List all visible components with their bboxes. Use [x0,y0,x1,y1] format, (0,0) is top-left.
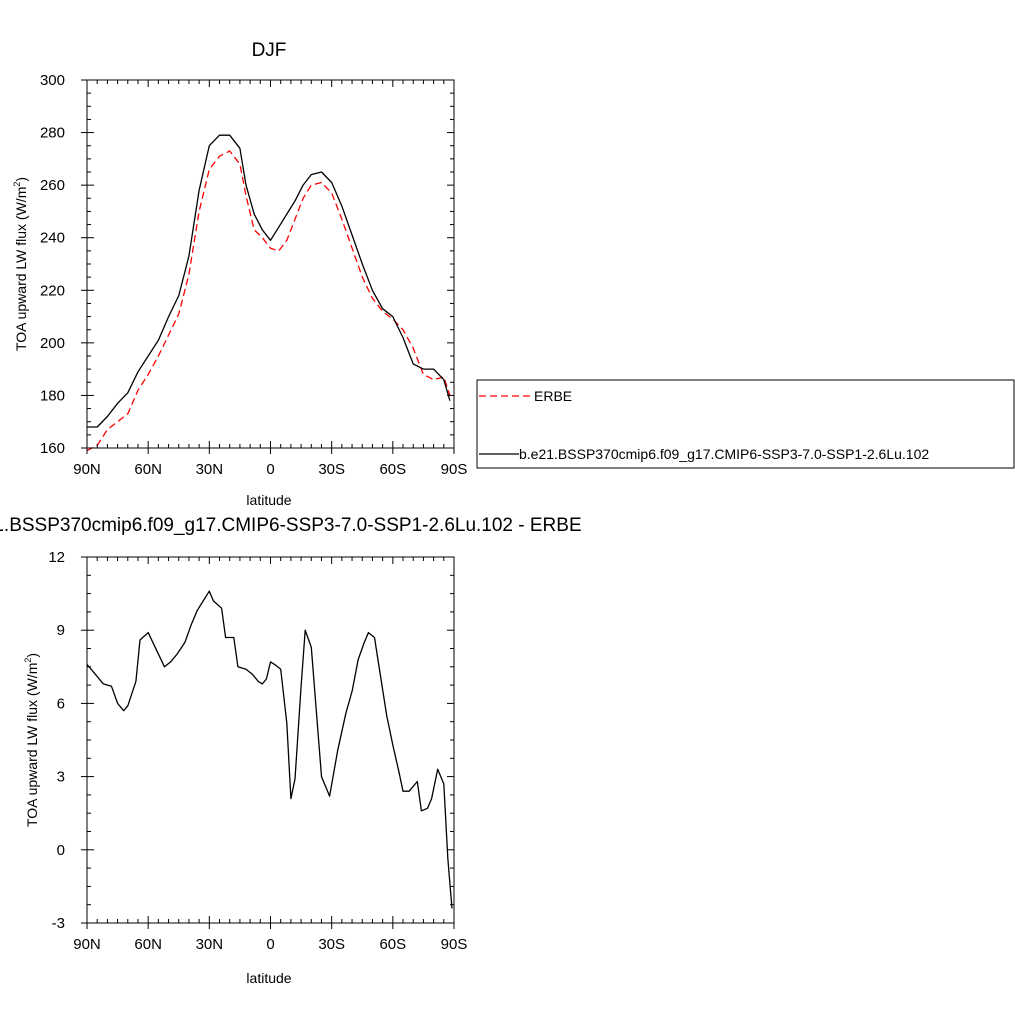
top-panel-x-tick-label: 30S [318,461,345,478]
top-panel-y-tick-label: 300 [40,72,65,89]
top-panel-y-tick-label: 240 [40,230,65,247]
legend-box [476,379,1015,469]
bottom-panel-x-tick-label: 60S [379,936,406,953]
bottom-panel-y-tick-label: 12 [48,549,65,566]
bottom-panel-series [86,590,453,909]
bottom-panel-y-tick-label: 9 [57,622,65,639]
top-panel-x-tick-label: 90N [73,461,101,478]
top-panel-y-ticks: 160 180 200 220 240 260 280 300 [40,72,454,457]
bottom-panel-x-tick-label: 60N [134,936,162,953]
top-panel-title: DJF [252,40,287,61]
bottom-panel-x-axis-label: latitude [246,970,291,986]
top-panel-series-line-1 [87,134,451,428]
bottom-panel-x-ticks: 90N 60N 30N 0 30S 60S 90S [73,557,467,953]
top-panel-x-tick-label: 60S [379,461,406,478]
bottom-panel: b.e21.BSSP370cmip6.f09_g17.CMIP6-SSP3-7.… [0,515,582,986]
top-panel-y-tick-label: 200 [40,335,65,352]
bottom-panel-series-line-0 [86,590,453,909]
legend: ERBE b.e21.BSSP370cmip6.f09_g17.CMIP6-SS… [476,379,1015,469]
bottom-panel-y-tick-label: -3 [52,915,65,932]
bottom-panel-x-tick-label: 90S [441,936,468,953]
top-panel-series [86,134,451,452]
bottom-panel-title: b.e21.BSSP370cmip6.f09_g17.CMIP6-SSP3-7.… [0,515,582,536]
bottom-panel-x-tick-label: 0 [266,936,274,953]
top-panel-y-tick-label: 180 [40,387,65,404]
top-panel-x-tick-label: 30N [196,461,224,478]
bottom-panel-y-tick-label: 0 [57,842,65,859]
bottom-panel-x-tick-label: 90N [73,936,101,953]
bottom-panel-y-axis-label: TOA upward LW flux (W/m2) [23,653,40,827]
top-panel-y-tick-label: 220 [40,282,65,299]
top-panel-y-tick-label: 160 [40,440,65,457]
top-panel-y-tick-label: 280 [40,125,65,142]
legend-label-erbe: ERBE [534,388,572,404]
top-panel-y-axis-label: TOA upward LW flux (W/m2) [12,177,29,351]
legend-label-model: b.e21.BSSP370cmip6.f09_g17.CMIP6-SSP3-7.… [519,446,929,462]
bottom-panel-plot-frame [86,556,455,924]
top-panel-plot-frame [86,79,455,449]
bottom-panel-y-tick-label: 3 [57,769,65,786]
top-panel-x-tick-label: 60N [134,461,162,478]
top-panel-series-line-0 [86,150,451,452]
top-panel-x-tick-label: 90S [441,461,468,478]
top-panel-x-tick-label: 0 [266,461,274,478]
top-panel-x-ticks: 90N 60N 30N 0 30S 60S 90S [73,80,467,478]
bottom-panel-y-tick-label: 6 [57,695,65,712]
top-panel-x-axis-label: latitude [246,492,291,508]
top-panel: DJF 90N 60N 30N 0 30S 60S 90S 160 180 200 220 240 2… [12,40,1015,508]
bottom-panel-x-tick-label: 30N [196,936,224,953]
bottom-panel-x-tick-label: 30S [318,936,345,953]
bottom-panel-y-ticks: -3 0 3 6 9 12 [48,549,454,932]
top-panel-y-tick-label: 260 [40,177,65,194]
